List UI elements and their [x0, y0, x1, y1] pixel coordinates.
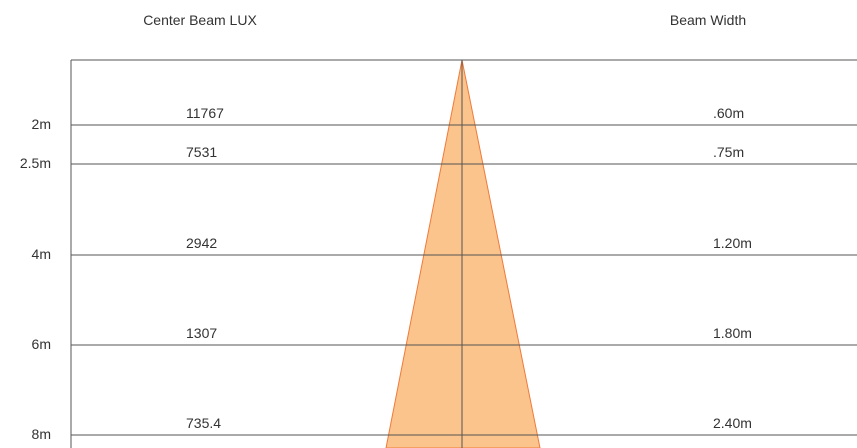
lux-value: 1307 — [186, 325, 217, 341]
lux-value: 735.4 — [186, 415, 221, 431]
width-value: .60m — [713, 105, 744, 121]
distance-label: 2m — [32, 116, 51, 132]
lux-value: 2942 — [186, 235, 217, 251]
lux-header: Center Beam LUX — [143, 12, 257, 28]
lux-value: 7531 — [186, 144, 217, 160]
distance-label: 4m — [32, 246, 51, 262]
lux-value: 11767 — [186, 105, 224, 121]
width-value: 1.20m — [713, 235, 752, 251]
width-header: Beam Width — [670, 12, 746, 28]
distance-label: 2.5m — [20, 155, 51, 171]
width-value: 1.80m — [713, 325, 752, 341]
beam-cone — [385, 59, 541, 448]
distance-label: 8m — [32, 426, 51, 442]
distance-label: 6m — [32, 336, 51, 352]
width-value: .75m — [713, 144, 744, 160]
width-value: 2.40m — [713, 415, 752, 431]
